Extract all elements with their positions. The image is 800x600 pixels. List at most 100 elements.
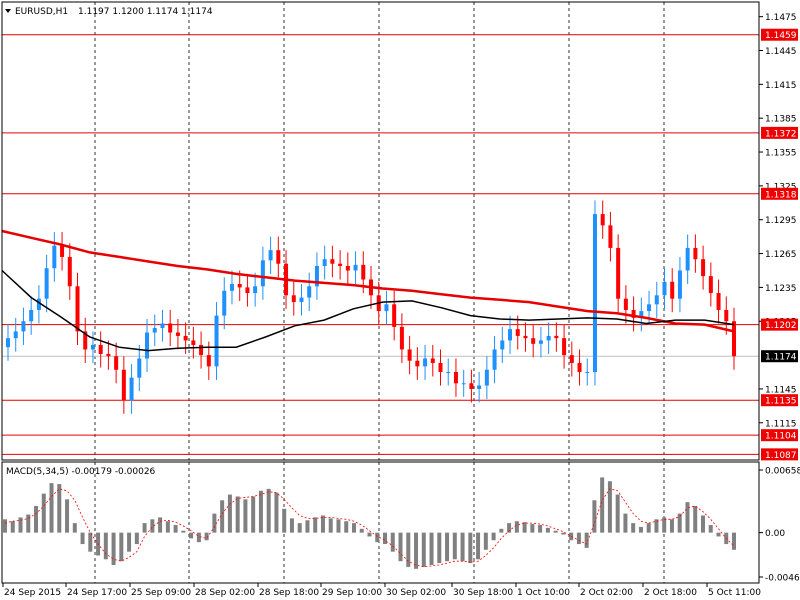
candle-body (616, 247, 621, 299)
candle-body (145, 332, 150, 359)
macd-histogram-bar (499, 528, 504, 533)
candle-body (716, 293, 721, 310)
candle-body (701, 259, 706, 277)
price-tick-label: 1.1145 (765, 385, 797, 395)
macd-histogram-bar (460, 532, 465, 562)
macd-histogram-bar (173, 525, 178, 533)
macd-histogram-bar (638, 526, 643, 533)
macd-histogram-bar (383, 532, 388, 545)
level-tag-label: 1.1372 (765, 129, 797, 139)
level-tag (761, 126, 798, 139)
macd-histogram-bar (390, 532, 395, 552)
level-tag-label: 1.1087 (765, 451, 797, 461)
macd-histogram-bar (708, 525, 713, 533)
candle-body (523, 335, 528, 339)
macd-histogram-bar (165, 521, 170, 533)
candle-body (399, 326, 404, 350)
candle-body (191, 340, 196, 345)
macd-histogram-bar (150, 519, 155, 533)
candle-body (361, 264, 366, 280)
macd-histogram-bar (328, 518, 333, 533)
macd-histogram-bar (18, 517, 23, 533)
macd-histogram-bar (344, 521, 349, 533)
level-tags: 1.1459 1.1372 1.1318 1.1202 1.1135 1.1104 1.10… (761, 28, 798, 461)
ma-fast-line (1, 269, 735, 352)
candle-body (554, 335, 559, 339)
candle-body (538, 340, 543, 344)
macd-histogram-bar (103, 532, 108, 560)
chevron-down-icon[interactable] (5, 9, 11, 13)
macd-histogram-bar (65, 499, 70, 533)
macd-histogram-bar (669, 519, 674, 533)
macd-histogram-bar (615, 494, 620, 533)
candle-body (206, 355, 211, 367)
macd-histogram-bar (204, 532, 209, 541)
grid-layer (2, 2, 759, 583)
macd-histogram-bar (227, 494, 232, 533)
macd-histogram-bar (491, 532, 496, 541)
macd-histogram-bar (421, 532, 426, 567)
macd-histogram-bar (220, 500, 225, 533)
macd-histogram-bar (631, 523, 636, 533)
macd-histogram-bar (646, 523, 651, 533)
macd-histogram-bar (569, 532, 574, 541)
price-tick-label: 1.1445 (765, 47, 797, 57)
macd-histogram-bar (212, 513, 217, 533)
macd-histogram-bar (313, 517, 318, 533)
candle-body (90, 344, 95, 350)
candle-body (639, 311, 644, 318)
macd-histogram-bar (693, 505, 698, 533)
macd-histogram-bar (289, 518, 294, 533)
candle-body (662, 281, 667, 296)
candle-body (75, 286, 80, 332)
candle-body (29, 309, 34, 322)
candle-body (229, 284, 234, 291)
macd-tick-label: 0.00658 (765, 467, 800, 477)
macd-histogram-bar (88, 532, 93, 552)
macd-histogram-bar (72, 523, 77, 533)
macd-histogram-bar (654, 519, 659, 533)
candle-body (36, 298, 41, 310)
macd-histogram-bar (716, 532, 721, 537)
macd-histogram-bar (538, 525, 543, 533)
macd-histogram-bar (142, 523, 147, 533)
time-tick-label: 1 Oct 10:00 (517, 588, 570, 598)
candle-body (291, 295, 296, 303)
current-price-tag (761, 350, 798, 363)
macd-histogram-bar (243, 499, 248, 533)
macd-histogram-bar (320, 515, 325, 533)
candle-body (322, 259, 327, 266)
macd-histogram-bar (111, 532, 116, 566)
level-tag (761, 318, 798, 331)
candle-body (608, 225, 613, 248)
macd-histogram-bar (398, 532, 403, 562)
macd-signal-line (4, 488, 735, 568)
price-tick-label: 1.1295 (765, 216, 797, 226)
macd-histogram-bar (607, 481, 612, 533)
level-tag (761, 448, 798, 461)
macd-histogram-bar (251, 496, 256, 533)
macd-histogram-bar (732, 532, 736, 550)
macd-histogram-bar (623, 513, 628, 533)
candle-body (600, 214, 605, 226)
candle-body (623, 298, 628, 310)
level-tag (761, 28, 798, 41)
macd-histogram-bar (445, 532, 450, 562)
panel-frames (1, 1, 760, 584)
candle-body (160, 323, 165, 329)
candle-body (83, 331, 88, 350)
price-tick-label: 1.1355 (765, 149, 797, 159)
level-tag-label: 1.1459 (765, 31, 797, 41)
candle-body (500, 340, 505, 350)
time-tick-label: 24 Sep 17:00 (67, 588, 127, 598)
macd-histogram-bar (274, 492, 279, 533)
candle-body (237, 284, 242, 288)
macd-histogram-bar (80, 532, 85, 545)
ma-slow-line (1, 229, 735, 333)
candle-body (508, 329, 513, 341)
macd-histogram-bar (437, 532, 442, 564)
candle-body (44, 268, 49, 299)
time-tick-label: 30 Sep 02:00 (386, 588, 446, 598)
